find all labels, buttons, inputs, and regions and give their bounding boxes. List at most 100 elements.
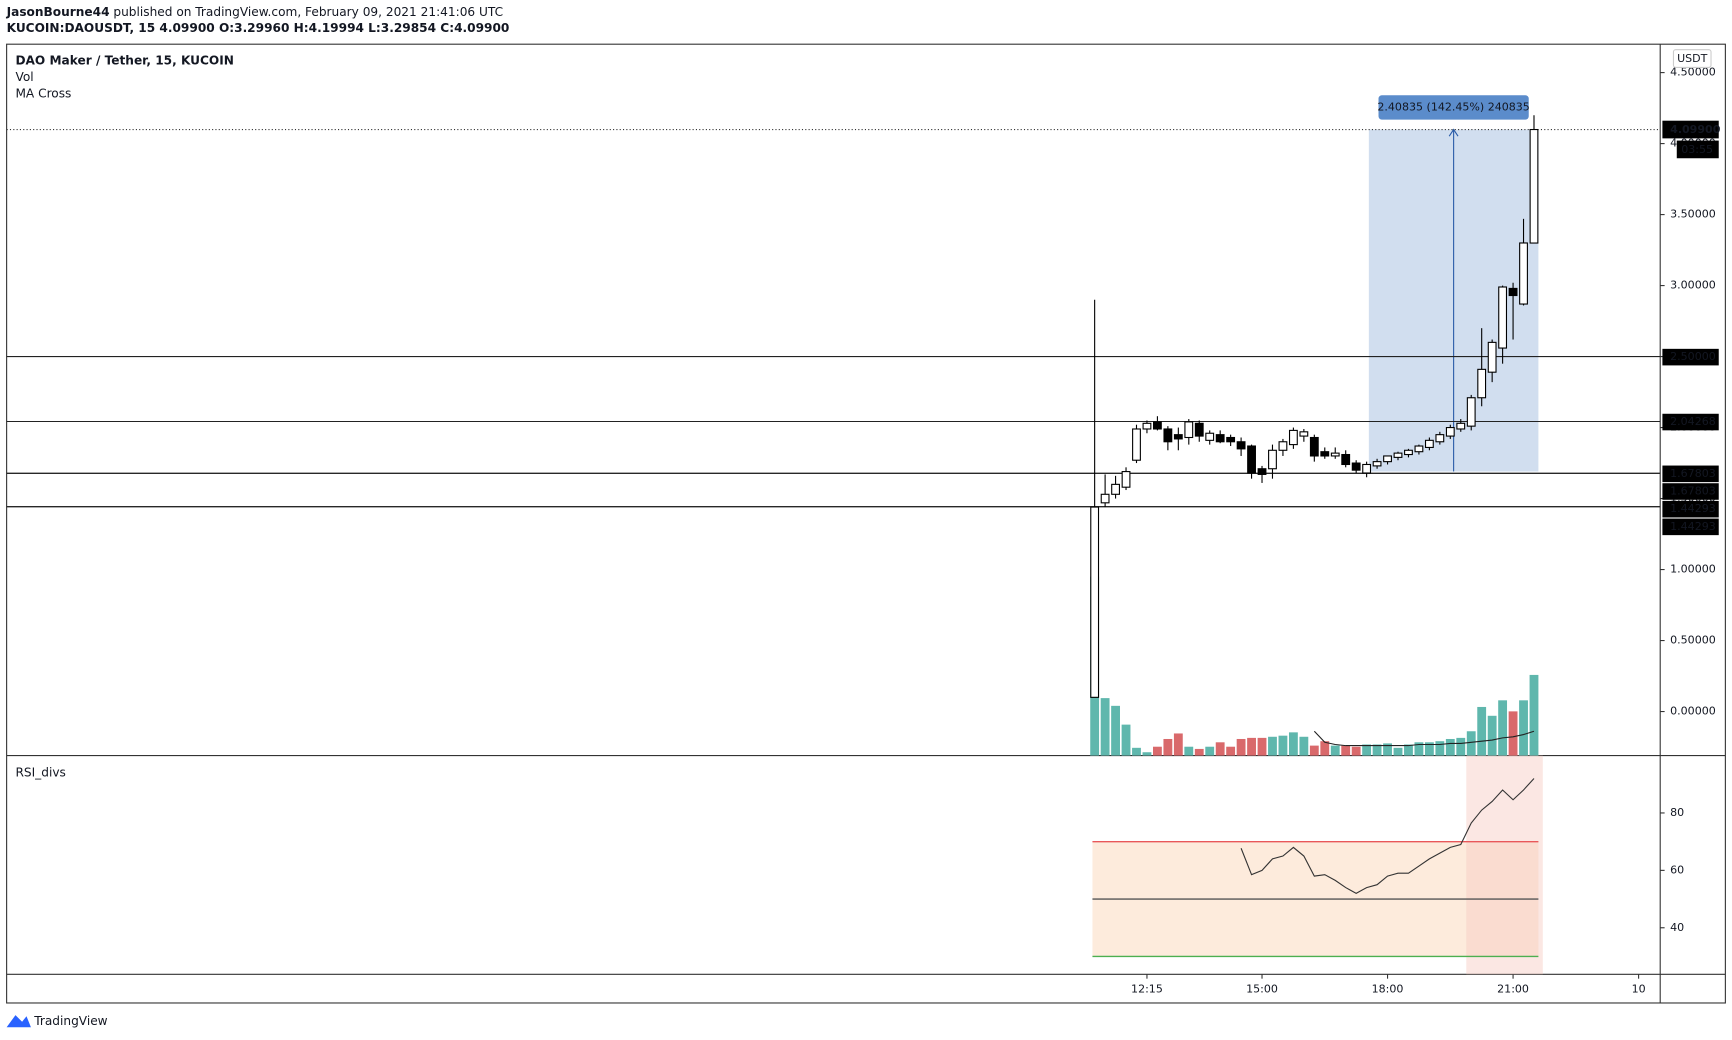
price-line-box [1662, 483, 1719, 500]
candle-body [1184, 421, 1194, 439]
candle-body [1477, 368, 1487, 399]
candle-body [1152, 421, 1162, 430]
countdown-box [1676, 140, 1719, 159]
measure-arrowhead [1448, 128, 1459, 137]
volume-bar [1341, 745, 1351, 756]
last-price-label: 4.09900 [1670, 123, 1721, 136]
candle-body [1529, 128, 1539, 244]
volume-bar [1498, 700, 1508, 756]
candle-body [1466, 397, 1476, 427]
y-tick-label: 0.50000 [1670, 634, 1716, 647]
y-tick-label: 0.00000 [1670, 705, 1716, 718]
volume-bar [1299, 736, 1309, 756]
candle-body [1194, 422, 1204, 437]
currency: USDT [1677, 52, 1708, 65]
x-tick-label: 15:00 [1246, 983, 1278, 996]
candle-body [1121, 471, 1131, 488]
volume-bar [1404, 744, 1413, 756]
y-tick-label: 4.50000 [1670, 66, 1716, 79]
price-line-label: 1.44293 [1670, 520, 1716, 533]
volume-bar [1132, 747, 1141, 756]
x-tick-label: 12:15 [1131, 983, 1163, 996]
candle-body [1247, 445, 1256, 474]
frame [6, 43, 1726, 1004]
candle-body [1226, 436, 1236, 443]
candle-body [1498, 286, 1508, 349]
price-line-box [1662, 413, 1719, 431]
candle-body [1268, 449, 1277, 470]
symbol-line: KUCOIN:DAOUSDT, 15 4.09900 O:3.29960 H:4… [7, 21, 510, 35]
volume-bar [1519, 700, 1528, 756]
volume-bar [1121, 724, 1131, 756]
candle-body [1100, 493, 1110, 504]
price-line-box [1662, 465, 1719, 483]
price-line-label: 1.44293 [1670, 502, 1716, 515]
volume-bar [1309, 745, 1319, 756]
candle-body [1456, 422, 1466, 430]
candle-body [1519, 242, 1528, 305]
logo: TradingView [6, 1014, 108, 1028]
volume-bar [1393, 747, 1403, 756]
published: published on TradingView.com, February 0… [113, 5, 503, 19]
candle-body [1173, 434, 1183, 440]
currency-box[interactable] [1672, 49, 1712, 68]
volume-ma-line [1313, 730, 1535, 747]
candle-body [1508, 287, 1518, 297]
x-tick-label: 21:00 [1497, 983, 1529, 996]
volume-bar [1288, 732, 1298, 756]
candle-body [1090, 506, 1100, 698]
price-line-label: 1.67803 [1670, 467, 1716, 480]
volume-bar [1362, 744, 1372, 756]
header-line: JasonBourne44 published on TradingView.c… [6, 5, 503, 19]
last-price-box [1662, 120, 1719, 139]
candle-body [1288, 429, 1298, 446]
rsi-title: RSI_divs [15, 766, 65, 780]
volume-bar [1173, 733, 1183, 756]
y-tick-label: 3.50000 [1670, 208, 1716, 221]
indicator-label: Vol [15, 70, 33, 84]
price-line-label: 2.04268 [1670, 415, 1716, 428]
rsi-tick-label: 40 [1670, 921, 1684, 934]
volume-bar [1268, 736, 1277, 756]
candle-body [1278, 441, 1288, 451]
rsi-tick-label: 80 [1670, 806, 1684, 819]
candle-body [1362, 463, 1372, 474]
price-line-box [1662, 348, 1719, 366]
logo-mark [6, 1015, 31, 1028]
y-tick-label: 1.00000 [1670, 563, 1716, 576]
volume-bar [1111, 705, 1120, 756]
volume-bar [1320, 741, 1330, 756]
overbought-zone [1466, 755, 1543, 975]
volume-bar [1477, 706, 1487, 756]
volume-bar [1184, 746, 1194, 756]
price-line-box [1662, 518, 1719, 536]
candle-body [1215, 434, 1225, 443]
volume-bar [1247, 737, 1256, 756]
volume-bar [1152, 746, 1162, 756]
candle-body [1435, 434, 1445, 443]
volume-bar [1435, 741, 1445, 756]
candle-body [1257, 468, 1267, 475]
volume-bar [1508, 711, 1518, 756]
candle-body [1424, 439, 1434, 448]
volume-bar [1487, 715, 1497, 756]
volume-bar [1226, 746, 1236, 756]
candle-body [1236, 441, 1246, 450]
price-line-label: 2.50000 [1670, 350, 1716, 363]
candle-body [1330, 452, 1340, 457]
candle-body [1383, 455, 1392, 463]
volume-bar [1236, 738, 1246, 756]
candle-body [1142, 422, 1152, 430]
candle-body [1309, 436, 1319, 457]
x-tick-label: 10 [1632, 983, 1646, 996]
volume-bar [1372, 744, 1382, 756]
price-line-box [1662, 500, 1719, 518]
candle-body [1111, 483, 1120, 495]
rsi-tick-label: 60 [1670, 863, 1684, 876]
candle-body [1299, 431, 1309, 437]
candle-body [1163, 428, 1173, 443]
y-tick-label: 3.00000 [1670, 279, 1716, 292]
author: JasonBourne44 [6, 5, 110, 19]
brand: TradingView [33, 1014, 107, 1028]
candle-body [1372, 461, 1382, 467]
